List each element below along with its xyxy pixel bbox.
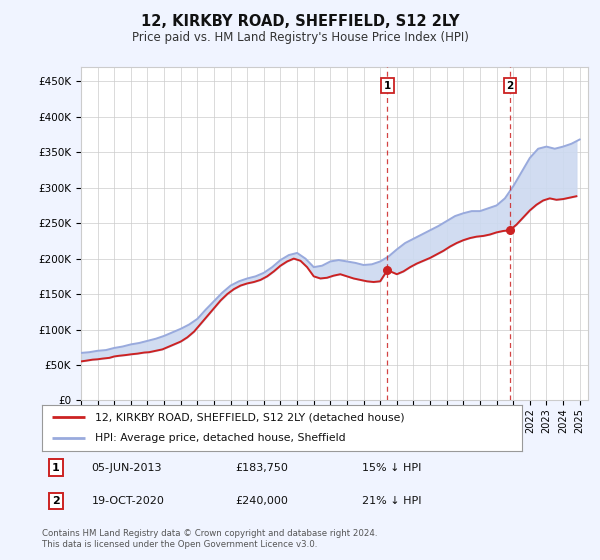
Text: £183,750: £183,750: [235, 463, 288, 473]
Text: Contains HM Land Registry data © Crown copyright and database right 2024.
This d: Contains HM Land Registry data © Crown c…: [42, 529, 377, 549]
Text: 1: 1: [384, 81, 391, 91]
Text: HPI: Average price, detached house, Sheffield: HPI: Average price, detached house, Shef…: [95, 433, 346, 444]
Text: 05-JUN-2013: 05-JUN-2013: [92, 463, 162, 473]
Text: 12, KIRKBY ROAD, SHEFFIELD, S12 2LY: 12, KIRKBY ROAD, SHEFFIELD, S12 2LY: [141, 14, 459, 29]
Text: 15% ↓ HPI: 15% ↓ HPI: [362, 463, 422, 473]
Text: 19-OCT-2020: 19-OCT-2020: [92, 496, 164, 506]
Text: 12, KIRKBY ROAD, SHEFFIELD, S12 2LY (detached house): 12, KIRKBY ROAD, SHEFFIELD, S12 2LY (det…: [95, 412, 404, 422]
Text: 2: 2: [52, 496, 59, 506]
Text: 2: 2: [506, 81, 514, 91]
Text: 1: 1: [52, 463, 59, 473]
Text: Price paid vs. HM Land Registry's House Price Index (HPI): Price paid vs. HM Land Registry's House …: [131, 31, 469, 44]
Text: 21% ↓ HPI: 21% ↓ HPI: [362, 496, 422, 506]
Text: £240,000: £240,000: [235, 496, 288, 506]
